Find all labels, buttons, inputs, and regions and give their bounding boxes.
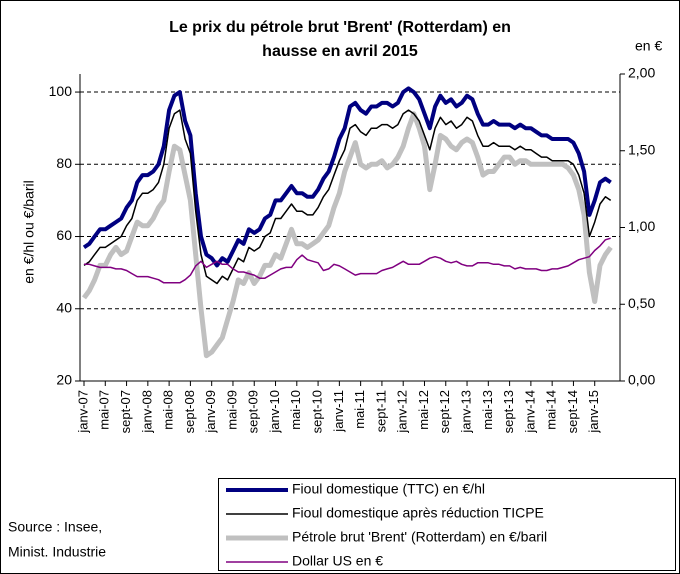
y-tick-label: 20: [56, 372, 72, 388]
chart-title: hausse en avril 2015: [262, 43, 418, 60]
y-tick-label: 100: [49, 83, 73, 99]
x-tick-label: sept-11: [373, 390, 388, 432]
x-tick-label: sept-10: [310, 390, 325, 433]
source: Source : Insee,: [8, 519, 102, 535]
x-tick-label: mai-11: [352, 390, 367, 429]
x-tick-label: mai-14: [544, 390, 559, 430]
x-tick-label: janv-12: [395, 390, 410, 434]
x-tick-label: janv-15: [586, 390, 601, 434]
x-tick-label: sept-14: [565, 390, 580, 433]
x-tick-label: sept-08: [182, 390, 197, 433]
x-tick-label: sept-12: [437, 390, 452, 433]
y2-tick-label: 1,50: [628, 141, 655, 157]
legend-label: Pétrole brut 'Brent' (Rotterdam) en €/ba…: [292, 529, 547, 545]
chart-title: Le prix du pétrole brut 'Brent' (Rotterd…: [169, 19, 511, 36]
legend-label: Dollar US en €: [292, 553, 383, 569]
legend-label: Fioul domestique après réduction TICPE: [292, 505, 544, 521]
y-axis-label: en €/hl ou €/baril: [21, 180, 37, 284]
x-tick-label: janv-07: [75, 390, 90, 434]
legend-label: Fioul domestique (TTC) en €/hl: [292, 481, 485, 497]
x-tick-label: janv-10: [267, 390, 282, 434]
x-tick-label: mai-12: [416, 390, 431, 430]
series-line: [81, 111, 613, 359]
x-tick-label: janv-09: [203, 390, 218, 434]
y-tick-label: 60: [56, 227, 72, 243]
x-tick-label: mai-09: [224, 390, 239, 430]
x-tick-label: mai-10: [288, 390, 303, 430]
y-tick-label: 40: [56, 299, 72, 315]
source: Minist. Industrie: [8, 544, 106, 560]
y2-tick-label: 2,00: [628, 65, 655, 81]
x-tick-label: mai-07: [97, 390, 112, 430]
y2-tick-label: 1,00: [628, 218, 655, 234]
series-line: [82, 86, 612, 268]
series-line: [84, 237, 611, 284]
x-tick-label: janv-14: [522, 390, 537, 434]
x-tick-label: janv-13: [458, 390, 473, 434]
legend-box: [218, 478, 676, 571]
x-tick-label: sept-09: [246, 390, 261, 433]
y-tick-label: 80: [56, 155, 72, 171]
x-tick-label: mai-08: [161, 390, 176, 430]
x-tick-label: sept-13: [501, 390, 516, 433]
x-tick-label: janv-08: [139, 390, 154, 434]
x-tick-label: janv-11: [331, 390, 346, 433]
series-line: [83, 109, 612, 285]
x-tick-label: sept-07: [118, 390, 133, 433]
y2-tick-label: 0,00: [628, 372, 655, 388]
y2-tick-label: 0,50: [628, 295, 655, 311]
y2-axis-label: en €: [635, 38, 662, 54]
x-tick-label: mai-13: [480, 390, 495, 430]
